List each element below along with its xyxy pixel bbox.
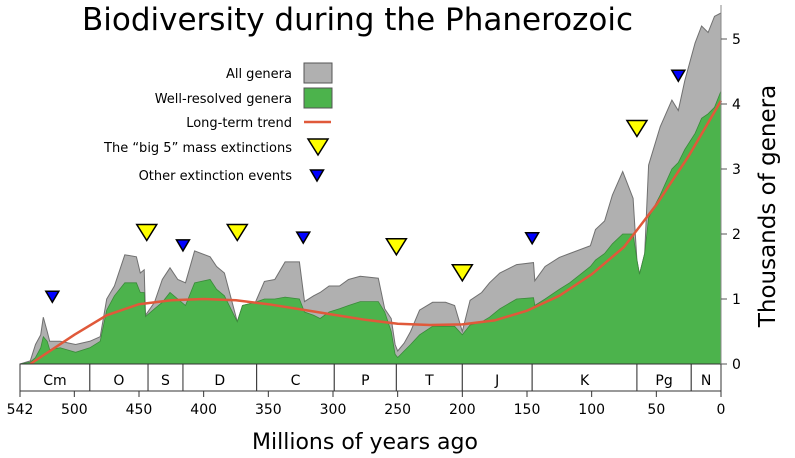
legend-label: All genera [226, 67, 292, 82]
x-tick-label: 0 [717, 402, 726, 418]
big5-extinction-marker [450, 264, 474, 283]
y-axis-label: Thousands of genera [755, 85, 781, 328]
well-resolved-genera-area [19, 90, 722, 365]
period-label: Cm [43, 373, 66, 389]
period-box [182, 363, 258, 392]
legend-item: The “big 5” mass extinctions [103, 138, 330, 157]
big5-extinction-marker [385, 238, 408, 257]
period-box [19, 363, 91, 392]
x-tick-label: 500 [61, 402, 88, 418]
chart-title: Biodiversity during the Phanerozoic [82, 2, 633, 38]
y-tick-label: 5 [732, 32, 741, 48]
x-tick-label: 250 [384, 402, 411, 418]
period-label: K [580, 373, 590, 389]
period-label: D [214, 373, 225, 389]
other-extinction-marker [175, 239, 191, 253]
period-box [690, 363, 722, 392]
x-tick-label: 450 [126, 402, 153, 418]
x-tick-label: 50 [647, 402, 665, 418]
legend-label: Long-term trend [186, 116, 292, 131]
legend-swatch [303, 87, 333, 109]
period-label: J [494, 373, 499, 389]
period-box [531, 363, 638, 392]
period-box [636, 363, 692, 392]
period-o: O [89, 363, 149, 392]
big5-extinction-marker [225, 223, 249, 242]
legend-item: Other extinction events [139, 169, 325, 184]
period-cm: Cm [19, 363, 91, 392]
x-tick-label: 350 [255, 402, 282, 418]
x-tick-label: 200 [449, 402, 476, 418]
other-extinction-marker [670, 69, 687, 83]
legend-item: Well-resolved genera [155, 87, 333, 109]
period-label: N [701, 373, 711, 389]
legend-label: The “big 5” mass extinctions [103, 141, 292, 156]
period-label: T [424, 373, 434, 389]
period-s: S [147, 363, 184, 392]
long-term-trend-line [29, 100, 723, 366]
other-extinction-marker [524, 232, 540, 246]
period-label: P [361, 373, 369, 389]
period-t: T [395, 363, 463, 392]
legend-other-triangle [309, 169, 325, 183]
legend-label: Other extinction events [139, 169, 293, 184]
period-label: Pg [655, 373, 672, 389]
legend-swatch [303, 62, 333, 84]
legend-item: Long-term trend [186, 116, 331, 131]
period-label: S [161, 373, 170, 389]
legend: All genera Well-resolved genera Long-term … [103, 62, 333, 184]
x-tick-label: 300 [320, 402, 347, 418]
y-tick-label: 0 [732, 357, 741, 373]
period-p: P [333, 363, 397, 392]
y-tick-label: 1 [732, 292, 741, 308]
period-bar: Cm O S D C P T J K Pg N [19, 363, 722, 392]
big5-extinction-marker [135, 223, 159, 242]
period-k: K [531, 363, 638, 392]
x-tick-label: 400 [190, 402, 217, 418]
period-box [333, 363, 397, 392]
legend-big5-triangle [306, 138, 330, 157]
y-tick-label: 3 [732, 162, 741, 178]
period-j: J [461, 363, 533, 392]
x-axis-label: Millions of years ago [252, 430, 478, 455]
period-box [147, 363, 184, 392]
period-c: C [256, 363, 335, 392]
y-tick-label: 2 [732, 227, 741, 243]
legend-label: Well-resolved genera [155, 92, 292, 107]
x-tick-label: 100 [578, 402, 605, 418]
y-tick-label: 4 [732, 97, 741, 113]
plot-area [19, 12, 723, 366]
period-label: O [113, 373, 124, 389]
other-extinction-marker [44, 290, 61, 304]
x-tick-label: 542 [7, 402, 34, 418]
big5-extinction-marker [625, 119, 649, 138]
period-label: C [291, 373, 301, 389]
x-tick-label: 150 [514, 402, 541, 418]
period-d: D [182, 363, 258, 392]
period-n: N [690, 363, 722, 392]
period-pg: Pg [636, 363, 692, 392]
extinction-markers [44, 69, 687, 304]
legend-item: All genera [226, 62, 333, 84]
other-extinction-marker [295, 231, 312, 245]
